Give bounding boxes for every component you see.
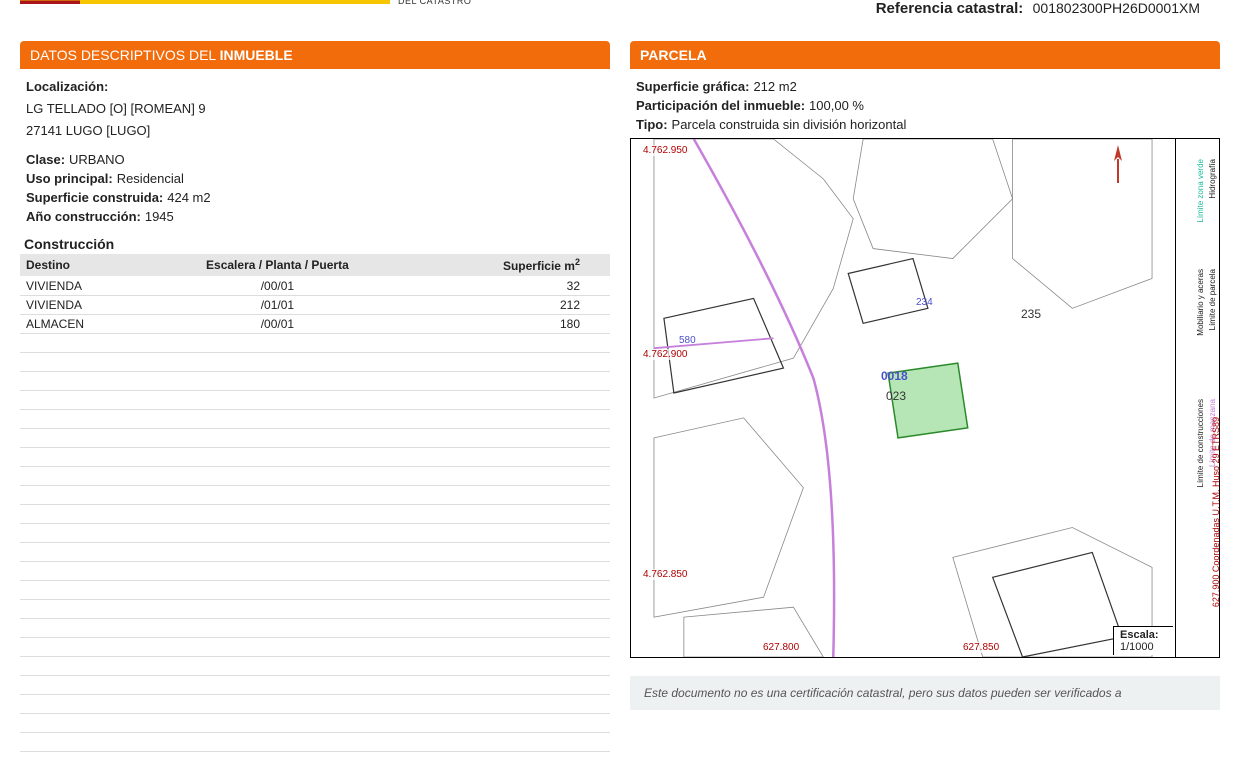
- loc-label: Localización:: [26, 79, 610, 94]
- table-row: VIVIENDA/01/01212: [20, 296, 610, 315]
- compass-icon: [1111, 145, 1125, 185]
- table-row-empty: [20, 600, 610, 619]
- loc-line2: 27141 LUGO [LUGO]: [26, 120, 610, 142]
- ano-row: Año construcción:1945: [26, 209, 610, 224]
- table-row: ALMACEN/00/01180: [20, 315, 610, 334]
- legend-mobiliario: Mobiliario y aceras: [1196, 269, 1205, 336]
- coord-y-mid: 4.762.900: [641, 349, 690, 360]
- table-row-empty: [20, 524, 610, 543]
- supg-row: Superficie gráfica:212 m2: [636, 79, 1220, 94]
- table-row-empty: [20, 676, 610, 695]
- col-superficie: Superficie m2: [413, 254, 610, 277]
- table-row-empty: [20, 467, 610, 486]
- logo-banner: [80, 0, 390, 4]
- table-row-empty: [20, 543, 610, 562]
- parcel-center-label: 023: [886, 389, 906, 403]
- col-destino: Destino: [20, 254, 142, 277]
- side-coord-text: 627.900 Coordenadas U.T.M. Huso 29 ETRS8…: [1211, 417, 1221, 607]
- table-row-empty: [20, 429, 610, 448]
- construccion-table: Destino Escalera / Planta / Puerta Super…: [20, 254, 610, 752]
- table-row-empty: [20, 695, 610, 714]
- uso-row: Uso principal:Residencial: [26, 171, 610, 186]
- part-row: Participación del inmueble:100,00 %: [636, 98, 1220, 113]
- table-row-empty: [20, 372, 610, 391]
- map-area: 4.762.950 4.762.900 4.762.850 627.800 62…: [631, 139, 1175, 657]
- flag-icon: [20, 0, 80, 4]
- map-frame: 4.762.950 4.762.900 4.762.850 627.800 62…: [630, 138, 1220, 658]
- reference-block: Referencia catastral: 001802300PH26D0001…: [876, 0, 1220, 17]
- coord-x-1: 627.800: [761, 642, 801, 653]
- table-row-empty: [20, 714, 610, 733]
- legend-construcciones: Límite de construcciones: [1196, 399, 1205, 488]
- table-row-empty: [20, 486, 610, 505]
- legend-parcela: Límite de parcela: [1208, 269, 1217, 330]
- section-header-parcela: PARCELA: [630, 41, 1220, 69]
- col-epp: Escalera / Planta / Puerta: [142, 254, 412, 277]
- legend-hidro: Hidrografía: [1208, 159, 1217, 199]
- tipo-row: Tipo:Parcela construida sin división hor…: [636, 117, 1220, 132]
- right-column: PARCELA Superficie gráfica:212 m2 Partic…: [630, 41, 1220, 752]
- loc-line1: LG TELLADO [O] [ROMEAN] 9: [26, 98, 610, 120]
- coord-y-top: 4.762.950: [641, 145, 690, 156]
- coord-y-bot: 4.762.850: [641, 569, 690, 580]
- table-row-empty: [20, 638, 610, 657]
- map-legend: Hidrografía Límite zona verde Límite de …: [1175, 139, 1219, 657]
- table-row: VIVIENDA/00/0132: [20, 277, 610, 296]
- footer-note: Este documento no es una certificación c…: [630, 676, 1220, 710]
- ref-value: 001802300PH26D0001XM: [1033, 0, 1200, 16]
- table-row-empty: [20, 581, 610, 600]
- table-row-empty: [20, 353, 610, 372]
- construccion-header: Construcción: [24, 236, 610, 252]
- table-row-empty: [20, 448, 610, 467]
- parcel-id-label: 0018: [881, 369, 908, 383]
- catastro-subtitle: DEL CATASTRO: [398, 0, 471, 6]
- adj-234: 234: [916, 297, 933, 308]
- table-row-empty: [20, 334, 610, 353]
- table-row-empty: [20, 619, 610, 638]
- top-bar: DEL CATASTRO Referencia catastral: 00180…: [0, 0, 1240, 23]
- table-row-empty: [20, 391, 610, 410]
- loc-lines: LG TELLADO [O] [ROMEAN] 9 27141 LUGO [LU…: [26, 98, 610, 142]
- adj-235: 235: [1021, 307, 1041, 321]
- escala-box: Escala: 1/1000: [1113, 626, 1173, 655]
- table-row-empty: [20, 733, 610, 752]
- supc-row: Superficie construida:424 m2: [26, 190, 610, 205]
- table-row-empty: [20, 657, 610, 676]
- adj-580: 580: [679, 335, 696, 346]
- table-row-empty: [20, 410, 610, 429]
- section-header-inmueble: DATOS DESCRIPTIVOS DEL INMUEBLE: [20, 41, 610, 69]
- table-row-empty: [20, 562, 610, 581]
- legend-zonaverde: Límite zona verde: [1196, 159, 1205, 223]
- clase-row: Clase:URBANO: [26, 152, 610, 167]
- logo-block: DEL CATASTRO: [20, 0, 471, 6]
- table-row-empty: [20, 505, 610, 524]
- ref-label: Referencia catastral:: [876, 0, 1024, 17]
- left-column: DATOS DESCRIPTIVOS DEL INMUEBLE Localiza…: [20, 41, 610, 752]
- coord-x-2: 627.850: [961, 642, 1001, 653]
